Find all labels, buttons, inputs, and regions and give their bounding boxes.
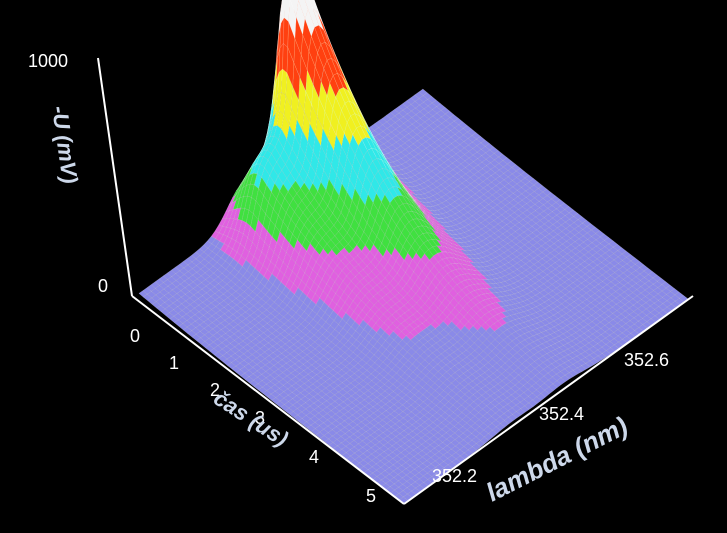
t-tick-1: 1 <box>169 353 179 373</box>
z-tick-0: 0 <box>98 276 108 296</box>
t-tick-0: 0 <box>130 326 140 346</box>
z-tick-1000: 1000 <box>28 51 68 71</box>
lambda-tick-352-4: 352.4 <box>539 404 584 424</box>
lambda-tick-352-6: 352.6 <box>624 350 669 370</box>
z-axis-line <box>98 58 132 296</box>
t-tick-4: 4 <box>309 447 319 467</box>
t-tick-5: 5 <box>366 486 376 506</box>
z-axis-label: -U (mV) <box>47 104 83 185</box>
lambda-tick-352-2: 352.2 <box>432 466 477 486</box>
